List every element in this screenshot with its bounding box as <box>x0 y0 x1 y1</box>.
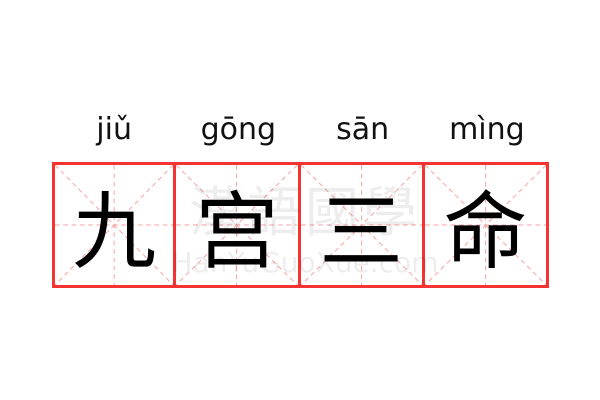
pinyin-3: sān <box>336 112 390 147</box>
character-cell: 三 <box>300 162 425 288</box>
character-cell: 命 <box>424 162 549 288</box>
grid-guides <box>176 165 298 285</box>
character-3: 三 <box>319 182 404 281</box>
character-2: 宫 <box>194 182 279 281</box>
pinyin-1: jiǔ <box>96 112 132 147</box>
grid-guides <box>424 165 546 285</box>
grid-guides <box>300 165 422 285</box>
watermark-site: HanYuGuoXue.com <box>171 246 439 279</box>
character-cell: 宫 <box>176 162 301 288</box>
pinyin-4: mìng <box>449 112 525 147</box>
pinyin-2: gōng <box>200 112 277 147</box>
character-4: 命 <box>443 182 528 281</box>
grid-guides <box>55 165 174 285</box>
character-grid: 九 宫 三 命 <box>52 162 549 288</box>
character-cell: 九 <box>52 162 177 288</box>
character-1: 九 <box>72 182 157 281</box>
pinyin-row: jiǔ gōng sān mìng <box>52 108 549 152</box>
watermark-logo: 漢語國學 <box>189 181 421 244</box>
